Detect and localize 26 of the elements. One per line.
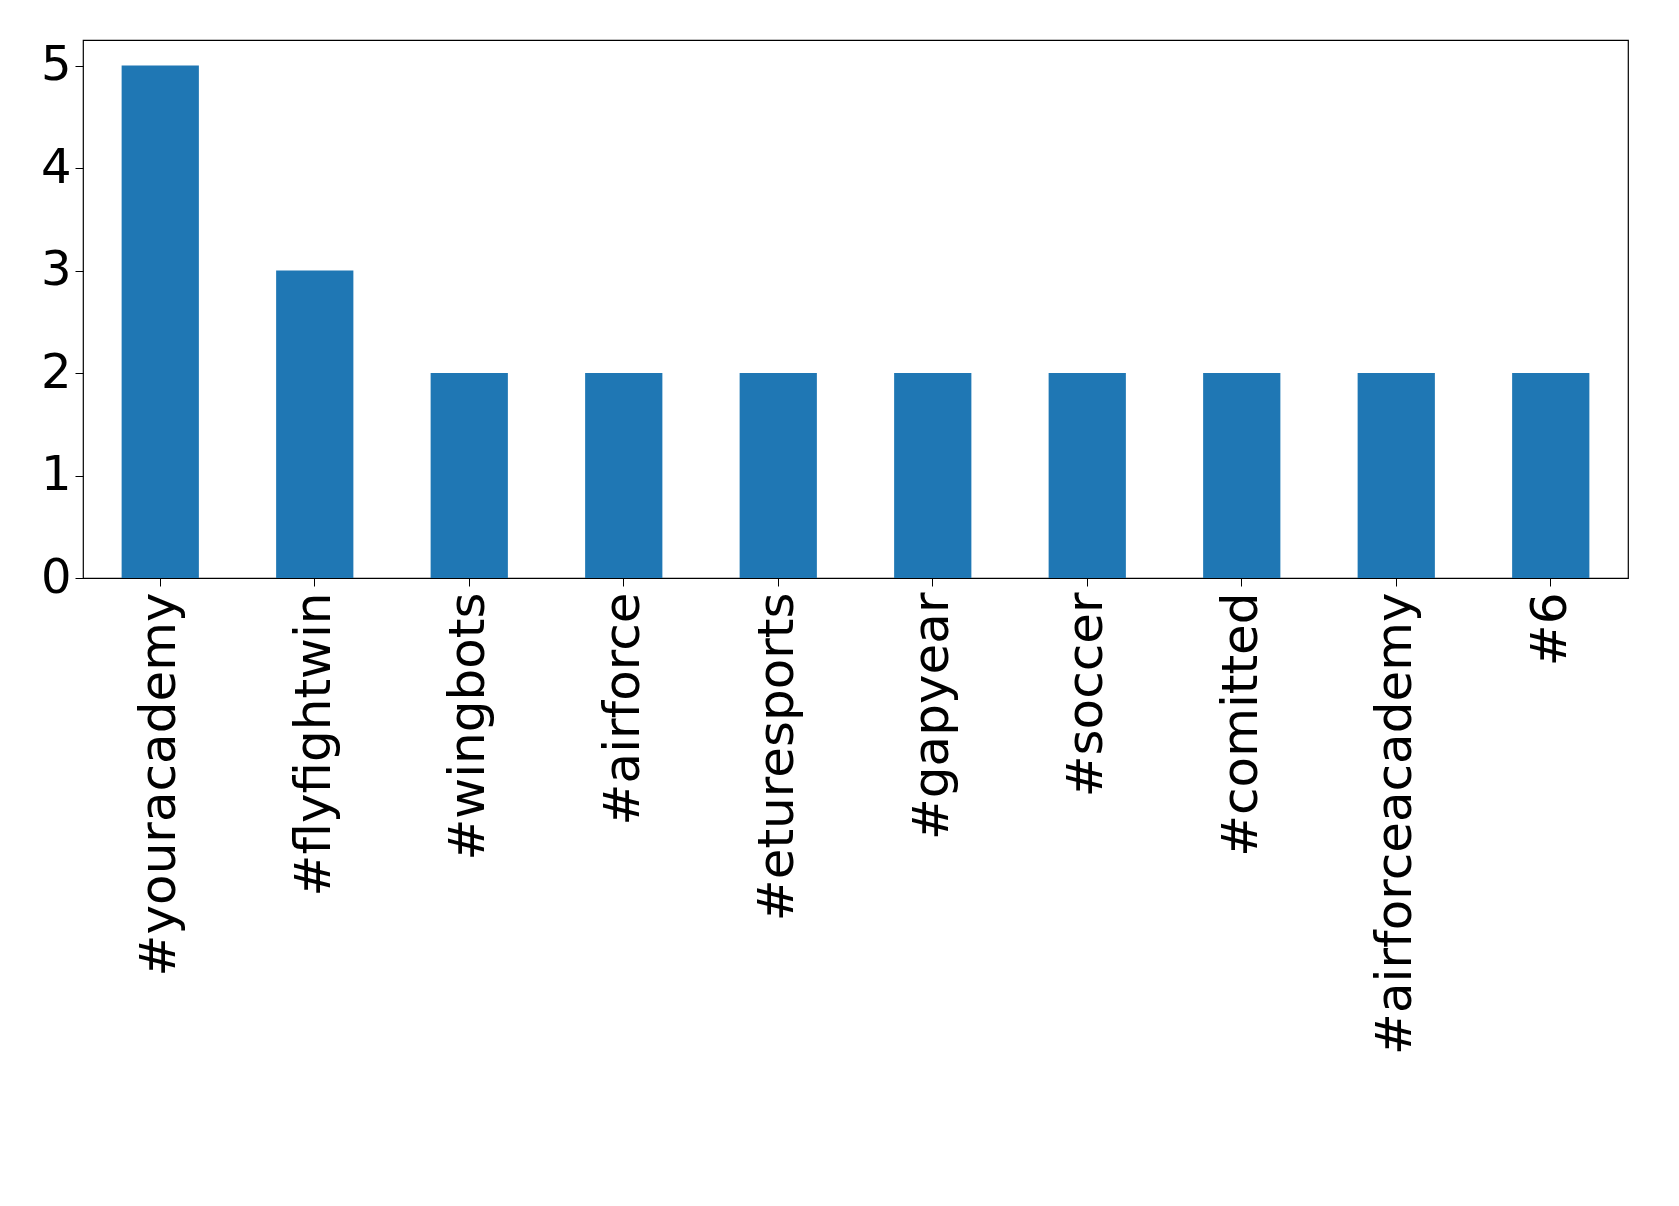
y-tick-label: 5	[40, 35, 72, 92]
bar	[1048, 373, 1126, 578]
bar	[121, 65, 199, 578]
bar	[739, 373, 817, 578]
bar	[276, 270, 354, 578]
x-tick-label: #flyfightwin	[283, 592, 342, 897]
y-tick-label: 2	[40, 342, 72, 399]
y-tick-label: 3	[40, 240, 72, 297]
bar	[585, 373, 663, 578]
bar	[1512, 373, 1590, 578]
x-tick-label: #soccer	[1056, 592, 1115, 798]
x-tick-label: #6	[1519, 592, 1578, 667]
bar	[1357, 373, 1435, 578]
bar	[430, 373, 508, 578]
x-tick-label: #wingbots	[438, 592, 497, 861]
x-tick-label: #airforce	[592, 592, 651, 826]
x-tick-label: #youracademy	[129, 592, 188, 977]
x-tick-label: #gapyear	[901, 592, 960, 841]
x-tick-label: #eturesports	[747, 592, 806, 922]
y-tick-label: 1	[40, 445, 72, 502]
x-tick-label: #airforceacademy	[1365, 592, 1424, 1055]
y-tick-label: 0	[40, 547, 72, 604]
bar	[894, 373, 972, 578]
y-tick-label: 4	[40, 137, 72, 194]
x-tick-label: #comitted	[1210, 592, 1269, 857]
bar	[1203, 373, 1281, 578]
